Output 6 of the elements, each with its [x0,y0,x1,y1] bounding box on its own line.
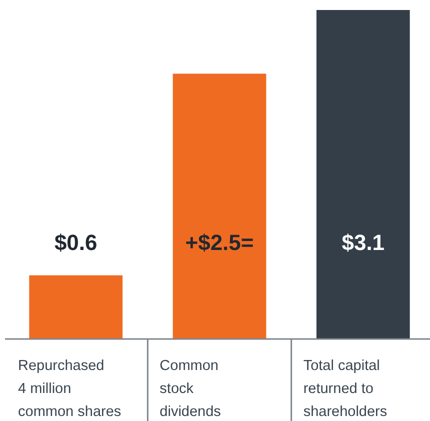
x-tick-label: Repurchased 4 million common shares [18,358,122,420]
data-label: $0.6 [54,230,98,255]
data-label: $3.1 [342,230,385,255]
x-tick-label: Total capital returned to shareholders [303,358,388,420]
x-tick-label: Common stock dividends [160,358,221,420]
data-label: +$2.5= [185,230,254,255]
